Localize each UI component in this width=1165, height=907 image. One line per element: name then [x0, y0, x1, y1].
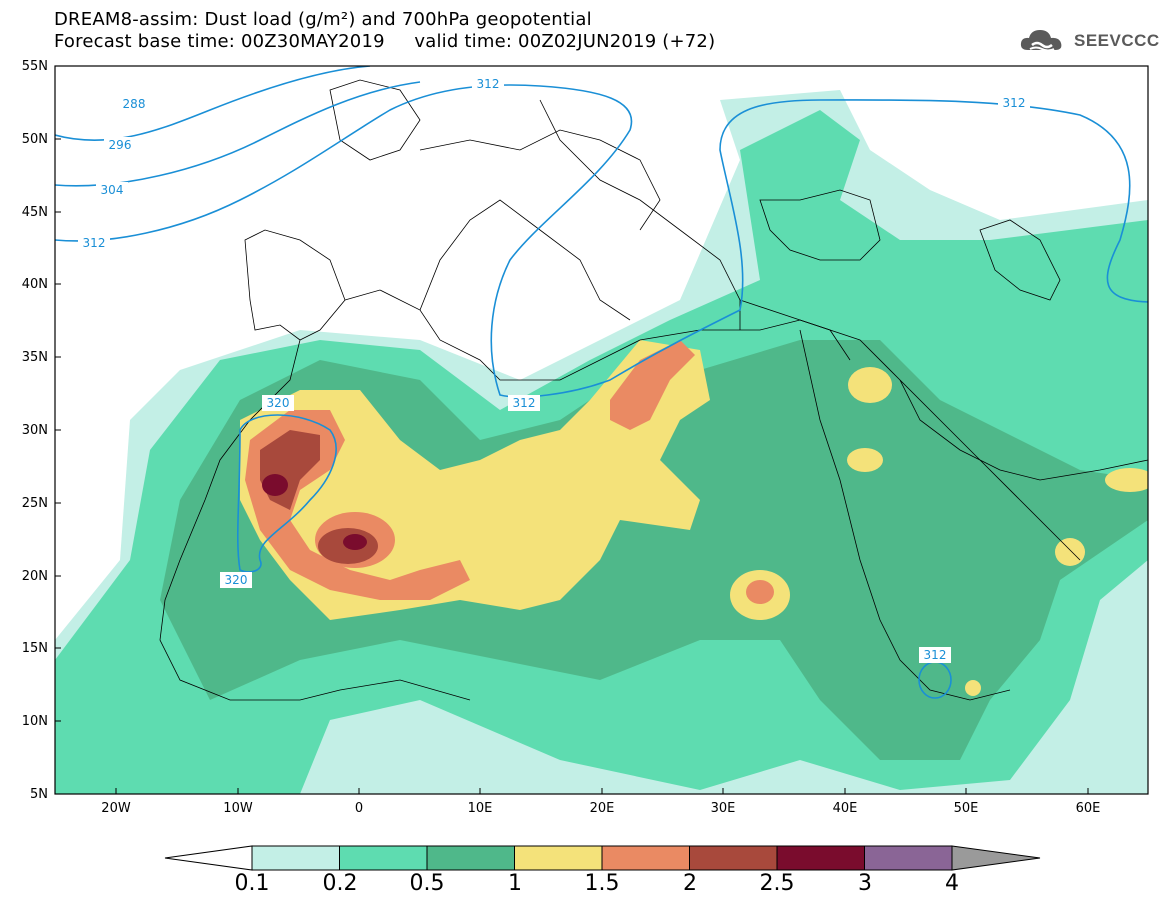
colorbar-segment: [514, 845, 603, 871]
colorbar-label: 2: [683, 871, 697, 896]
lon-label: 20W: [101, 801, 131, 816]
colorbar-label: 0.1: [234, 871, 270, 896]
colorbar-label: 4: [945, 871, 959, 896]
colorbar-label: 1: [508, 871, 522, 896]
contour-label: 312: [83, 236, 106, 250]
colorbar: [164, 845, 1041, 871]
brand-logo: SEEVCCC: [1018, 26, 1160, 56]
cloud-logo-icon: [1020, 30, 1062, 52]
lat-label: 35N: [22, 350, 48, 365]
lat-label: 10N: [22, 714, 48, 729]
lat-axis: 55N 50N 45N 40N 35N 30N 25N 20N 15N 10N …: [22, 59, 61, 802]
lon-label: 50E: [954, 801, 979, 816]
lat-label: 25N: [22, 496, 48, 511]
colorbar-segment: [864, 845, 953, 871]
lat-label: 5N: [30, 787, 48, 802]
dust-field: [55, 66, 1148, 794]
colorbar-segment: [776, 845, 865, 871]
lon-label: 60E: [1076, 801, 1101, 816]
contour-label: 312: [1003, 96, 1026, 110]
lat-label: 15N: [22, 641, 48, 656]
lon-label: 10E: [468, 801, 493, 816]
colorbar-lower-arrow: [164, 845, 253, 871]
contour-label: 304: [101, 183, 124, 197]
forecast-time-line: Forecast base time: 00Z30MAY2019 valid t…: [54, 31, 716, 52]
brand-name: SEEVCCC: [1074, 31, 1160, 50]
colorbar-segment: [426, 845, 515, 871]
lat-label: 45N: [22, 205, 48, 220]
contour-label: 312: [924, 648, 947, 662]
colorbar-label: 0.2: [322, 871, 358, 896]
contour-label: 312: [513, 396, 536, 410]
colorbar-label: 1.5: [584, 871, 620, 896]
lon-label: 30E: [711, 801, 736, 816]
contour-labels: 288 296 304 312 312 312 312 320 320 312: [78, 76, 1030, 663]
colorbar-label: 3: [858, 871, 872, 896]
colorbar-segment: [601, 845, 690, 871]
contour-label: 288: [123, 97, 146, 111]
lon-label: 20E: [590, 801, 615, 816]
lat-label: 30N: [22, 423, 48, 438]
colorbar-upper-arrow: [951, 845, 1041, 871]
colorbar-label: 2.5: [759, 871, 795, 896]
lon-label: 40E: [833, 801, 858, 816]
lon-axis: 20W 10W 0 10E 20E 30E 40E 50E 60E: [101, 788, 1100, 816]
contour-label: 296: [109, 138, 132, 152]
chart-title: DREAM8-assim: Dust load (g/m²) and 700hP…: [54, 9, 592, 30]
lat-label: 40N: [22, 277, 48, 292]
colorbar-segment: [339, 845, 428, 871]
colorbar-label: 0.5: [409, 871, 445, 896]
lat-label: 50N: [22, 132, 48, 147]
colorbar-segment: [251, 845, 340, 871]
contour-label: 320: [267, 396, 290, 410]
lon-label: 10W: [223, 801, 253, 816]
contour-label: 320: [225, 573, 248, 587]
contour-label: 312: [477, 77, 500, 91]
coastlines: [159, 79, 1148, 701]
colorbar-segment: [689, 845, 778, 871]
lon-label: 0: [355, 801, 363, 816]
lat-label: 55N: [22, 59, 48, 74]
lat-label: 20N: [22, 569, 48, 584]
